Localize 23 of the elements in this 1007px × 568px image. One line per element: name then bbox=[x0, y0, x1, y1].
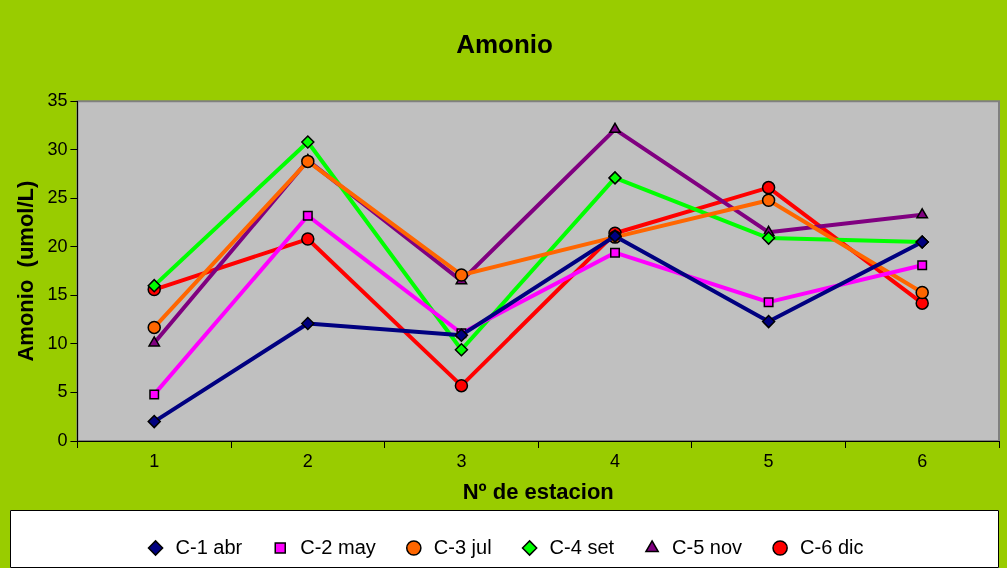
x-tick-label: 2 bbox=[302, 450, 313, 471]
y-tick-label: 30 bbox=[47, 138, 68, 159]
legend-label: C-5 nov bbox=[672, 535, 743, 558]
y-tick-label: 20 bbox=[47, 235, 68, 256]
y-tick-label: 10 bbox=[47, 332, 68, 353]
y-axis-title: Amonio (umol/L) bbox=[13, 180, 39, 362]
legend-label: C-3 jul bbox=[433, 535, 492, 558]
x-tick-label: 6 bbox=[917, 450, 928, 471]
y-tick-label: 0 bbox=[57, 429, 68, 450]
chart-title: Amonio bbox=[456, 28, 553, 59]
x-tick-label: 5 bbox=[763, 450, 774, 471]
legend-label: C-6 dic bbox=[800, 535, 864, 558]
y-tick-label: 15 bbox=[47, 284, 68, 305]
x-tick-label: 4 bbox=[610, 450, 621, 471]
y-tick-label: 5 bbox=[57, 381, 68, 402]
x-tick-label: 1 bbox=[149, 450, 160, 471]
legend-label: C-4 set bbox=[549, 535, 615, 558]
legend-label: C-1 abr bbox=[175, 535, 243, 558]
legend-label: C-2 may bbox=[300, 535, 376, 558]
y-tick-label: 35 bbox=[47, 90, 68, 111]
y-tick-label: 25 bbox=[47, 187, 68, 208]
x-axis-title: Nº de estacion bbox=[462, 478, 614, 504]
x-tick-label: 3 bbox=[456, 450, 467, 471]
